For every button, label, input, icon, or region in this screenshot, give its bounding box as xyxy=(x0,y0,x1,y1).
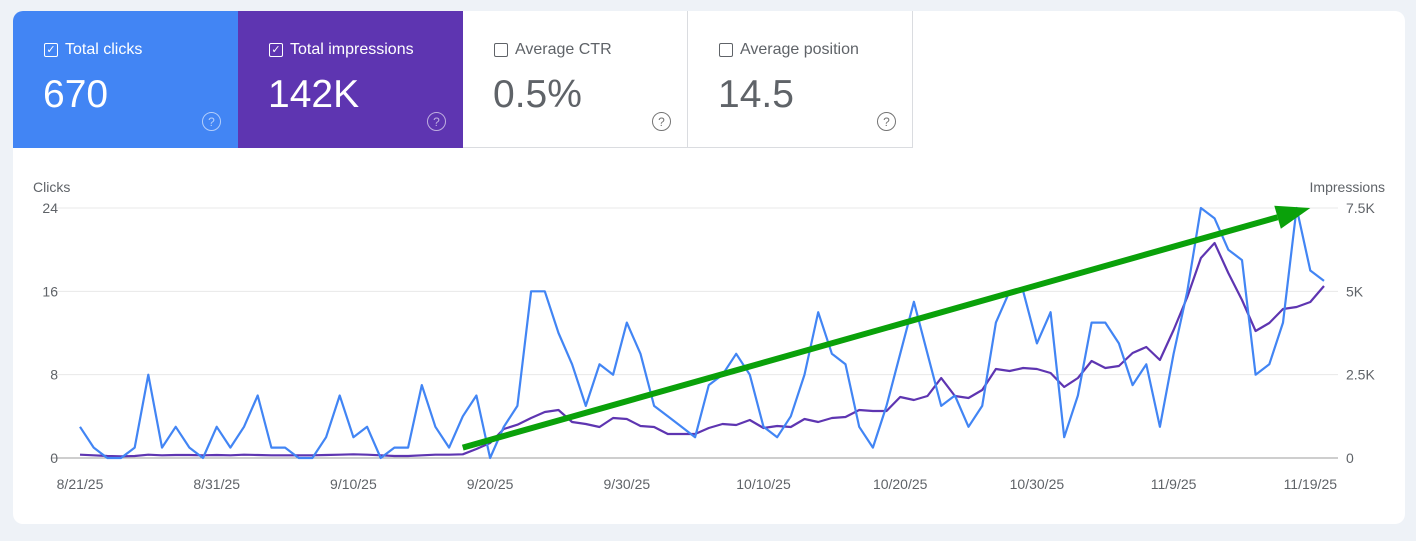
x-tick-label: 11/9/25 xyxy=(1151,476,1197,492)
metric-value: 0.5% xyxy=(493,73,582,116)
help-circle-icon[interactable]: ? xyxy=(877,112,896,131)
right-tick-label: 7.5K xyxy=(1346,200,1375,216)
checkbox-icon[interactable] xyxy=(494,43,508,57)
checkbox-icon[interactable]: ✓ xyxy=(269,43,283,57)
metric-label: Average position xyxy=(740,41,859,58)
checkbox-icon[interactable]: ✓ xyxy=(44,43,58,57)
right-tick-label: 2.5K xyxy=(1346,367,1375,383)
x-tick-label: 9/20/25 xyxy=(467,476,514,492)
right-tick-label: 0 xyxy=(1346,450,1354,466)
help-circle-icon[interactable]: ? xyxy=(652,112,671,131)
right-axis-label: Impressions xyxy=(1310,179,1385,195)
trend-arrow-shaft xyxy=(461,214,1279,451)
x-tick-label: 9/30/25 xyxy=(603,476,650,492)
help-circle-icon[interactable]: ? xyxy=(202,112,221,131)
metric-label: Total clicks xyxy=(65,41,143,58)
left-tick-label: 8 xyxy=(50,367,58,383)
left-tick-label: 24 xyxy=(42,200,58,216)
metric-label: Average CTR xyxy=(515,41,612,58)
left-tick-label: 0 xyxy=(50,450,58,466)
x-tick-label: 8/31/25 xyxy=(193,476,240,492)
x-tick-label: 11/19/25 xyxy=(1284,476,1338,492)
right-tick-label: 5K xyxy=(1346,283,1364,299)
x-tick-label: 10/20/25 xyxy=(873,476,928,492)
performance-card: ✓ Total clicks 670 ? ✓ Total impressions 1… xyxy=(13,11,1405,524)
metric-label: Total impressions xyxy=(290,41,414,58)
trend-arrow-head xyxy=(1274,205,1311,229)
x-tick-label: 10/30/25 xyxy=(1010,476,1065,492)
metric-value: 670 xyxy=(43,73,109,116)
metric-value: 14.5 xyxy=(718,73,794,116)
left-tick-label: 16 xyxy=(42,283,58,299)
left-axis-label: Clicks xyxy=(33,179,70,195)
metric-tile-average-ctr[interactable]: Average CTR 0.5% ? xyxy=(463,11,688,148)
metric-tile-total-clicks[interactable]: ✓ Total clicks 670 ? xyxy=(13,11,238,148)
help-circle-icon[interactable]: ? xyxy=(427,112,446,131)
x-tick-label: 10/10/25 xyxy=(736,476,791,492)
series-line-impressions xyxy=(79,241,1325,458)
x-tick-label: 9/10/25 xyxy=(330,476,377,492)
metric-tile-total-impressions[interactable]: ✓ Total impressions 142K ? xyxy=(238,11,463,148)
checkbox-icon[interactable] xyxy=(719,43,733,57)
series-line-clicks xyxy=(79,206,1325,460)
x-tick-label: 8/21/25 xyxy=(57,476,104,492)
metric-value: 142K xyxy=(268,73,360,116)
metric-tile-average-position[interactable]: Average position 14.5 ? xyxy=(688,11,913,148)
